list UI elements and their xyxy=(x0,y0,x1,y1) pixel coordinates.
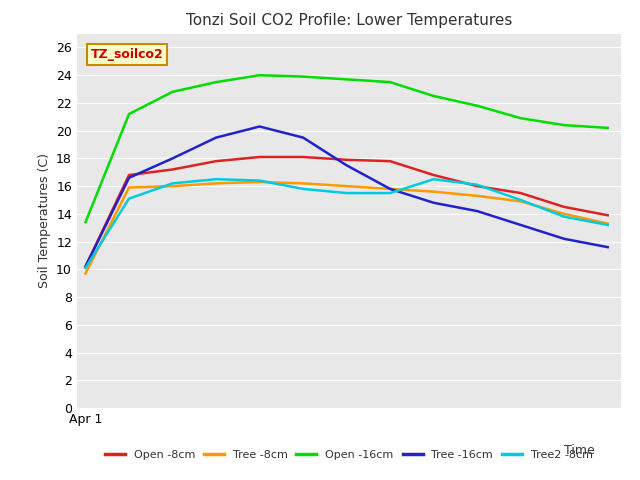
Open -8cm xyxy=(256,154,264,160)
Y-axis label: Soil Temperatures (C): Soil Temperatures (C) xyxy=(38,153,51,288)
Tree -16cm xyxy=(474,208,481,214)
Tree -16cm xyxy=(343,162,351,168)
Tree -16cm xyxy=(256,124,264,130)
Open -8cm xyxy=(212,158,220,164)
Open -8cm xyxy=(604,212,612,218)
Open -8cm xyxy=(125,172,133,178)
Tree -16cm xyxy=(82,264,90,269)
Open -16cm xyxy=(125,111,133,117)
Open -8cm xyxy=(387,158,394,164)
Open -16cm xyxy=(604,125,612,131)
Text: Time: Time xyxy=(564,444,595,457)
Line: Tree -16cm: Tree -16cm xyxy=(86,127,608,266)
Open -16cm xyxy=(212,79,220,85)
Tree2 -8cm xyxy=(300,186,307,192)
Tree -16cm xyxy=(430,200,438,205)
Tree -8cm xyxy=(474,193,481,199)
Tree -16cm xyxy=(517,222,525,228)
Tree -8cm xyxy=(561,211,568,217)
Tree -8cm xyxy=(256,179,264,185)
Tree2 -8cm xyxy=(430,176,438,182)
Open -8cm xyxy=(300,154,307,160)
Tree -8cm xyxy=(604,221,612,227)
Open -16cm xyxy=(430,93,438,99)
Tree -8cm xyxy=(82,271,90,276)
Line: Open -16cm: Open -16cm xyxy=(86,75,608,222)
Line: Tree2 -8cm: Tree2 -8cm xyxy=(86,179,608,268)
Tree2 -8cm xyxy=(387,190,394,196)
Open -16cm xyxy=(256,72,264,78)
Tree -8cm xyxy=(387,186,394,192)
Tree2 -8cm xyxy=(82,265,90,271)
Open -16cm xyxy=(474,103,481,108)
Open -8cm xyxy=(169,167,177,172)
Title: Tonzi Soil CO2 Profile: Lower Temperatures: Tonzi Soil CO2 Profile: Lower Temperatur… xyxy=(186,13,512,28)
Tree2 -8cm xyxy=(474,182,481,188)
Tree -16cm xyxy=(387,186,394,192)
Legend: Open -8cm, Tree -8cm, Open -16cm, Tree -16cm, Tree2 -8cm: Open -8cm, Tree -8cm, Open -16cm, Tree -… xyxy=(100,445,597,465)
Tree2 -8cm xyxy=(604,222,612,228)
Text: TZ_soilco2: TZ_soilco2 xyxy=(90,48,163,61)
Tree -16cm xyxy=(169,156,177,161)
Tree -8cm xyxy=(430,189,438,194)
Open -16cm xyxy=(82,219,90,225)
Open -16cm xyxy=(300,74,307,80)
Tree -16cm xyxy=(300,135,307,141)
Open -8cm xyxy=(561,204,568,210)
Open -8cm xyxy=(517,190,525,196)
Tree -8cm xyxy=(212,180,220,186)
Tree -16cm xyxy=(125,175,133,180)
Tree2 -8cm xyxy=(212,176,220,182)
Open -16cm xyxy=(387,79,394,85)
Tree -16cm xyxy=(604,244,612,250)
Tree -8cm xyxy=(517,199,525,204)
Tree -8cm xyxy=(343,183,351,189)
Open -16cm xyxy=(517,115,525,121)
Tree2 -8cm xyxy=(125,196,133,202)
Tree -16cm xyxy=(212,135,220,141)
Open -16cm xyxy=(169,89,177,95)
Tree -16cm xyxy=(561,236,568,242)
Tree -8cm xyxy=(125,185,133,191)
Tree2 -8cm xyxy=(517,197,525,203)
Open -8cm xyxy=(82,264,90,269)
Tree2 -8cm xyxy=(561,214,568,219)
Tree -8cm xyxy=(300,180,307,186)
Tree2 -8cm xyxy=(343,190,351,196)
Line: Tree -8cm: Tree -8cm xyxy=(86,182,608,274)
Open -8cm xyxy=(430,172,438,178)
Open -16cm xyxy=(343,76,351,82)
Line: Open -8cm: Open -8cm xyxy=(86,157,608,266)
Open -16cm xyxy=(561,122,568,128)
Tree2 -8cm xyxy=(169,180,177,186)
Open -8cm xyxy=(343,157,351,163)
Tree -8cm xyxy=(169,183,177,189)
Tree2 -8cm xyxy=(256,178,264,183)
Open -8cm xyxy=(474,183,481,189)
